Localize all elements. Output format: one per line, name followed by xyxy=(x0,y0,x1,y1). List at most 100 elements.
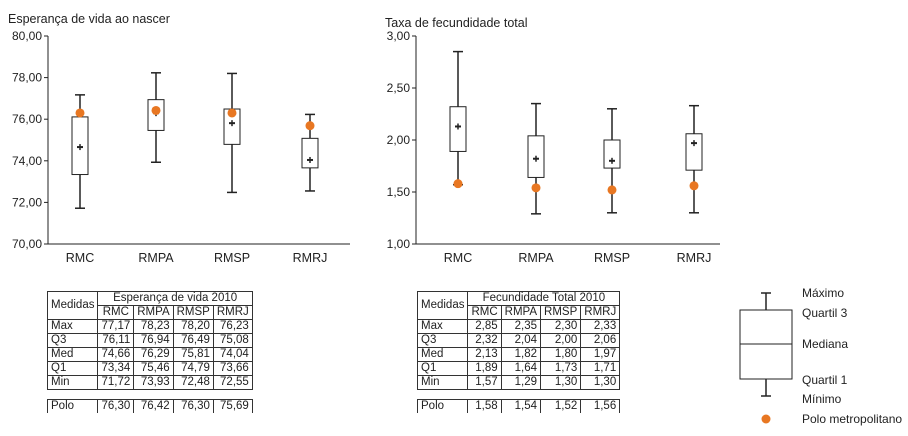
cell: 1,82 xyxy=(500,347,542,362)
cell: 73,66 xyxy=(212,361,253,376)
y-tick-label: 80,00 xyxy=(12,29,42,43)
polo-point xyxy=(453,179,463,189)
cell: 2,33 xyxy=(580,319,621,334)
table-row: Q3 76,11 76,94 76,49 75,08 xyxy=(46,333,253,348)
row-label: Max xyxy=(46,319,99,334)
x-tick-label: RMSP xyxy=(214,251,250,265)
chart2-plot: 1,00 1,50 2,00 2,50 3,00 RMC RMPA RMSP RMRJ xyxy=(387,29,720,265)
cell: 1,52 xyxy=(540,399,582,413)
cell: 76,49 xyxy=(172,333,214,348)
y-tick-label: 70,00 xyxy=(12,237,42,251)
chart1-plot: 70,00 72,00 74,00 76,00 78,00 80,00 RMC RMPA RMS… xyxy=(12,29,350,265)
col-header: RMRJ xyxy=(580,305,621,320)
cell: 78,23 xyxy=(133,319,174,334)
cell: 1,54 xyxy=(500,399,542,413)
col-header: RMPA xyxy=(500,305,542,320)
cell: 1,73 xyxy=(540,361,582,376)
cell: 71,72 xyxy=(97,375,135,390)
cell: 74,04 xyxy=(212,347,253,362)
cell: 2,85 xyxy=(467,319,502,334)
cell: 76,94 xyxy=(133,333,174,348)
table-row: Min 1,57 1,29 1,30 1,30 xyxy=(416,375,621,390)
col-header: RMPA xyxy=(133,305,174,320)
table-row: Max 2,85 2,35 2,30 2,33 xyxy=(416,319,621,334)
legend-minimo: Mínimo xyxy=(802,392,842,406)
cell: 1,56 xyxy=(580,399,621,413)
row-label: Med xyxy=(46,347,99,362)
table-row: Max 77,17 78,23 78,20 76,23 xyxy=(46,319,253,334)
x-tick-label: RMPA xyxy=(138,251,174,265)
cell: 2,00 xyxy=(540,333,582,348)
col-header: RMSP xyxy=(540,305,582,320)
box xyxy=(301,137,319,169)
cell: 1,58 xyxy=(467,399,502,413)
legend-quartil3: Quartil 3 xyxy=(802,306,848,320)
table-row: Med 74,66 76,29 75,81 74,04 xyxy=(46,347,253,362)
y-tick-label: 1,50 xyxy=(387,185,411,199)
polo-point xyxy=(151,105,161,115)
table-row: Q1 73,34 75,46 74,79 73,66 xyxy=(46,361,253,376)
legend-mediana: Mediana xyxy=(802,337,848,351)
legend-polo: Polo metropolitano xyxy=(802,412,902,426)
box-plots: Esperança de vida ao nascer 70,00 72,00 74… xyxy=(8,12,720,265)
cell: 75,69 xyxy=(212,399,253,413)
cell: 76,23 xyxy=(212,319,253,334)
cell: 76,30 xyxy=(97,399,135,413)
x-tick-label: RMC xyxy=(444,251,472,265)
table-row-polo: Polo 76,30 76,42 76,30 75,69 xyxy=(46,399,253,413)
cell: 76,30 xyxy=(172,399,214,413)
y-tick-label: 72,00 xyxy=(12,195,42,209)
medidas-label: Medidas xyxy=(46,291,99,320)
cell: 76,11 xyxy=(97,333,135,348)
row-label: Min xyxy=(46,375,99,390)
cell: 1,80 xyxy=(540,347,582,362)
cell: 1,64 xyxy=(500,361,542,376)
cell: 1,71 xyxy=(580,361,621,376)
y-tick-label: 76,00 xyxy=(12,112,42,126)
polo-point xyxy=(227,108,237,118)
cell: 1,89 xyxy=(467,361,502,376)
row-label: Polo xyxy=(416,399,469,413)
polo-point xyxy=(689,181,699,191)
cell: 2,04 xyxy=(500,333,542,348)
x-tick-label: RMRJ xyxy=(293,251,328,265)
row-label: Q3 xyxy=(416,333,469,348)
table-row: Q3 2,32 2,04 2,00 2,06 xyxy=(416,333,621,348)
cell: 74,79 xyxy=(172,361,214,376)
polo-point xyxy=(607,185,617,195)
row-label: Q1 xyxy=(46,361,99,376)
legend-polo-dot xyxy=(761,414,771,424)
table-header: Fecundidade Total 2010 xyxy=(467,291,621,306)
cell: 1,30 xyxy=(540,375,582,390)
cell: 77,17 xyxy=(97,319,135,334)
row-label: Q3 xyxy=(46,333,99,348)
box-legend: Máximo Quartil 3 Mediana Quartil 1 Mínim… xyxy=(739,286,902,426)
table-row: Min 71,72 73,93 72,48 72,55 xyxy=(46,375,253,390)
col-header: RMSP xyxy=(172,305,214,320)
table-esperanca: Medidas Esperança de vida 2010 RMC RMPA … xyxy=(46,291,253,413)
table-row: Q1 1,89 1,64 1,73 1,71 xyxy=(416,361,621,376)
cell: 75,08 xyxy=(212,333,253,348)
cell: 73,34 xyxy=(97,361,135,376)
cell: 74,66 xyxy=(97,347,135,362)
box xyxy=(603,139,621,169)
chart2-title: Taxa de fecundidade total xyxy=(385,16,527,30)
table-row-polo: Polo 1,58 1,54 1,52 1,56 xyxy=(416,399,621,413)
polo-point xyxy=(531,183,541,193)
cell: 1,97 xyxy=(580,347,621,362)
x-tick-label: RMPA xyxy=(518,251,554,265)
cell: 1,29 xyxy=(500,375,542,390)
row-label: Med xyxy=(416,347,469,362)
y-tick-label: 1,00 xyxy=(387,237,411,251)
x-tick-label: RMRJ xyxy=(677,251,712,265)
row-label: Q1 xyxy=(416,361,469,376)
cell: 2,35 xyxy=(500,319,542,334)
y-tick-label: 78,00 xyxy=(12,71,42,85)
chart1-title: Esperança de vida ao nascer xyxy=(8,12,170,26)
y-tick-label: 2,50 xyxy=(387,81,411,95)
x-tick-label: RMSP xyxy=(594,251,630,265)
x-tick-label: RMC xyxy=(66,251,94,265)
cell: 75,81 xyxy=(172,347,214,362)
cell: 2,32 xyxy=(467,333,502,348)
cell: 2,30 xyxy=(540,319,582,334)
